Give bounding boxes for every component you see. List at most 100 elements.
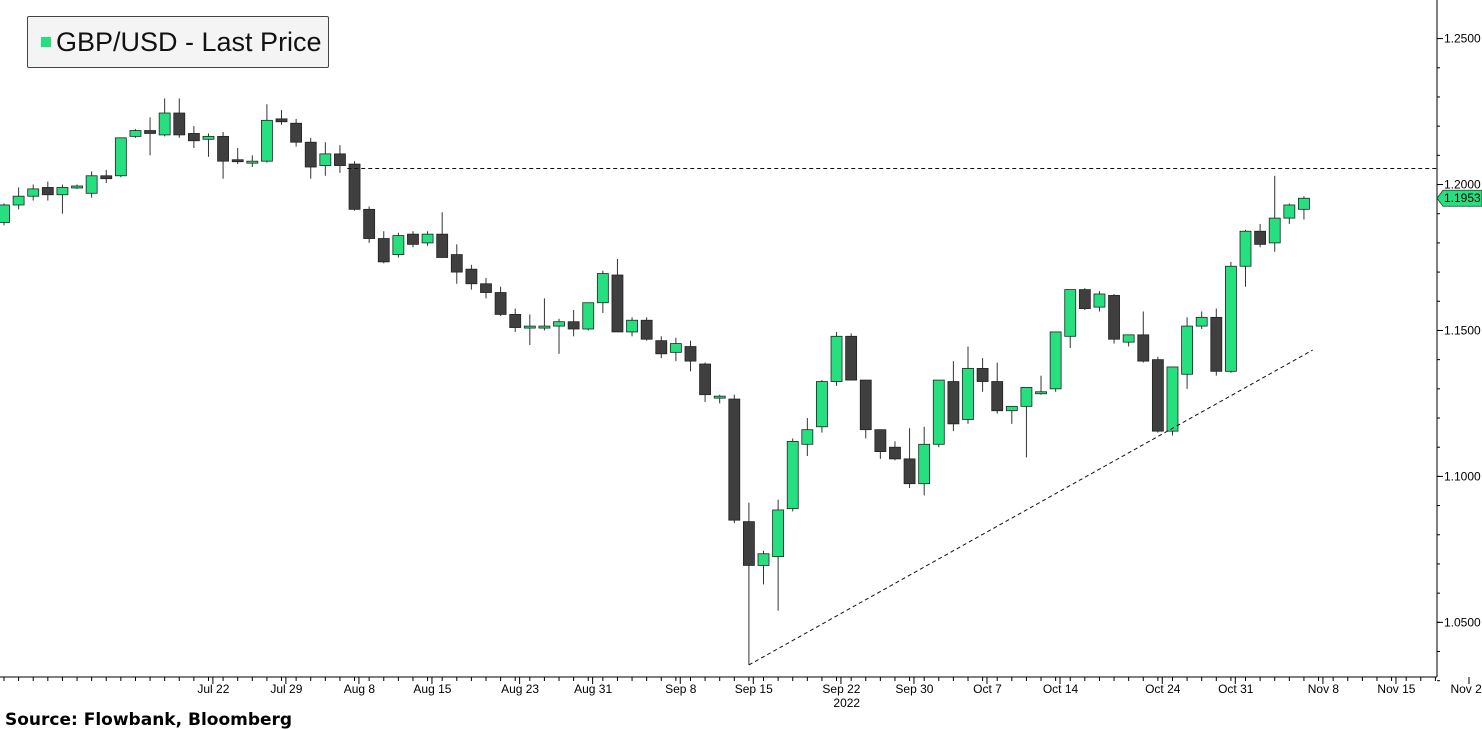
x-tick-label: Nov 8 bbox=[1308, 682, 1340, 696]
candle-body bbox=[918, 443, 931, 485]
candle-body bbox=[976, 368, 989, 382]
candle-body bbox=[319, 153, 332, 166]
candle-body bbox=[173, 112, 186, 136]
candle-body bbox=[1210, 316, 1223, 372]
candle-body bbox=[421, 233, 434, 244]
candle-body bbox=[743, 521, 755, 566]
chart-title: GBP/USD - Last Price bbox=[56, 26, 322, 57]
x-tick-label: Aug 15 bbox=[413, 682, 451, 696]
x-tick-label: Sep 30 bbox=[895, 682, 933, 696]
candle-body bbox=[874, 429, 887, 452]
legend-swatch bbox=[41, 37, 51, 47]
source-note: Source: Flowbank, Bloomberg bbox=[5, 710, 293, 730]
candle-body bbox=[100, 175, 113, 180]
candle-body bbox=[217, 135, 229, 162]
y-tick-label: 1.2000 bbox=[1444, 178, 1481, 192]
candle-body bbox=[71, 185, 83, 189]
candle-body bbox=[1035, 391, 1047, 395]
candle-body bbox=[1049, 331, 1062, 390]
candle-body bbox=[12, 195, 25, 206]
candle-body bbox=[480, 283, 492, 293]
x-tick-label: Sep 15 bbox=[735, 682, 773, 696]
candle-body bbox=[757, 553, 770, 566]
candle-body bbox=[275, 118, 288, 123]
support-trendline bbox=[748, 349, 1313, 666]
candle-body bbox=[231, 159, 244, 163]
candle-body bbox=[1239, 230, 1252, 267]
last-price-tag bbox=[1436, 189, 1482, 207]
candle-body bbox=[465, 268, 478, 285]
x-tick-label: Jul 22 bbox=[197, 682, 229, 696]
candle-body bbox=[713, 395, 726, 399]
x-tick-label: Aug 31 bbox=[574, 682, 612, 696]
candle-body bbox=[1254, 230, 1267, 245]
candle-body bbox=[684, 346, 697, 362]
candle-body bbox=[436, 233, 449, 258]
y-tick-label: 1.1500 bbox=[1444, 323, 1481, 337]
x-tick-label: Oct 7 bbox=[973, 682, 1002, 696]
candle-body bbox=[640, 319, 653, 340]
candle-body bbox=[903, 458, 916, 485]
x-tick-label: Oct 31 bbox=[1218, 682, 1254, 696]
candle-body bbox=[582, 302, 595, 330]
candle-body bbox=[1122, 334, 1135, 343]
candle-body bbox=[85, 175, 98, 194]
y-tick-label: 1.1000 bbox=[1444, 469, 1481, 483]
candle-body bbox=[1151, 359, 1164, 432]
candle-body bbox=[786, 440, 799, 509]
candle-body bbox=[932, 379, 945, 445]
x-tick-label: Sep 22 bbox=[822, 682, 860, 696]
candle-body bbox=[596, 273, 609, 304]
candle-body bbox=[509, 314, 522, 328]
candle-body bbox=[1020, 386, 1033, 407]
candle-body bbox=[363, 208, 376, 239]
candle-body bbox=[377, 238, 390, 263]
candle-body bbox=[1181, 325, 1193, 375]
candle-body bbox=[655, 340, 668, 355]
candle-body bbox=[202, 135, 215, 140]
y-tick-label: 1.2500 bbox=[1444, 32, 1481, 46]
candle-body bbox=[1005, 405, 1018, 412]
candle-body bbox=[187, 133, 200, 142]
x-tick-label: Oct 24 bbox=[1145, 682, 1181, 696]
candle-body bbox=[1268, 217, 1281, 244]
candle-body bbox=[246, 160, 259, 164]
overlay-lines bbox=[347, 167, 1437, 666]
candle-body bbox=[494, 292, 507, 315]
candle-body bbox=[801, 429, 814, 445]
candle-body bbox=[845, 335, 858, 381]
candle-body bbox=[407, 233, 419, 245]
candle-body bbox=[567, 321, 580, 330]
candle-body bbox=[290, 122, 303, 143]
candle-body bbox=[669, 343, 682, 353]
x-tick-label: Oct 14 bbox=[1043, 682, 1079, 696]
candle-body bbox=[1078, 289, 1091, 309]
candle-body bbox=[261, 119, 273, 162]
last-price-label: 1.1953 bbox=[1444, 191, 1481, 205]
candle-body bbox=[392, 235, 405, 255]
candle-body bbox=[1195, 316, 1208, 327]
candle-body bbox=[41, 187, 54, 196]
candle-body bbox=[991, 381, 1004, 412]
candle-body bbox=[129, 130, 142, 137]
candle-body bbox=[1166, 366, 1179, 432]
candle-body bbox=[1225, 265, 1237, 372]
candle-body bbox=[348, 163, 361, 210]
candle-body bbox=[611, 274, 624, 333]
plot-area bbox=[0, 98, 1310, 665]
candle-body bbox=[304, 141, 317, 168]
x-tick-label: Nov 15 bbox=[1377, 682, 1415, 696]
candle-body bbox=[450, 254, 463, 273]
candle-body bbox=[1298, 197, 1310, 210]
candle-body bbox=[859, 379, 872, 431]
candle-body bbox=[889, 446, 901, 460]
candle-body bbox=[158, 112, 171, 136]
x-tick-label: Aug 23 bbox=[501, 682, 539, 696]
candle-body bbox=[1108, 295, 1120, 340]
legend: GBP/USD - Last Price bbox=[27, 16, 329, 68]
candle-body bbox=[1137, 334, 1150, 362]
candle-body bbox=[27, 188, 40, 197]
x-tick-label: Sep 8 bbox=[665, 682, 697, 696]
candle-body bbox=[728, 398, 741, 521]
